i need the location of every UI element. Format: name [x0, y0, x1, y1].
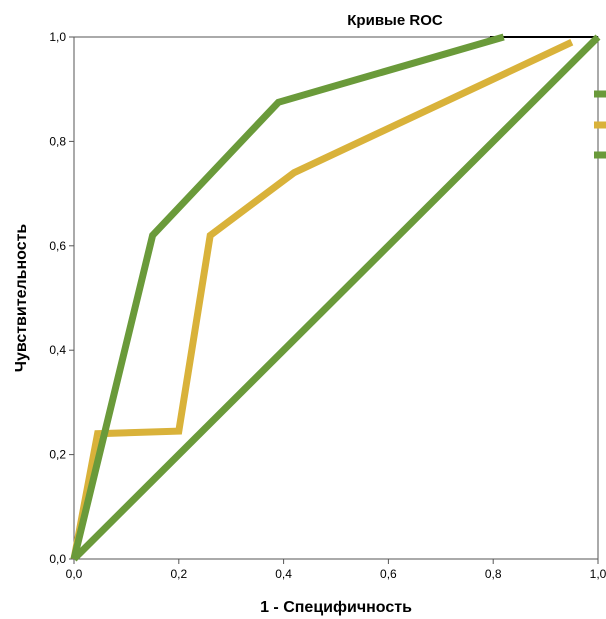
series-line-3: [71, 34, 601, 562]
chart-title: Кривые ROC: [347, 12, 443, 29]
x-tick-label: 0,4: [275, 567, 292, 581]
series-layer: [70, 33, 601, 562]
y-tick-label: 0,4: [49, 343, 66, 357]
series-line-1: [70, 39, 574, 560]
y-tick-label: 0,8: [49, 134, 66, 148]
x-tick-label: 0,6: [380, 567, 397, 581]
plot-frame: [73, 36, 599, 560]
x-tick-label: 0,8: [485, 567, 502, 581]
y-tick-label: 1,0: [49, 30, 66, 44]
y-tick-label: 0,2: [49, 448, 66, 462]
y-tick-label: 0,0: [49, 552, 66, 566]
x-tick-label: 0,0: [66, 567, 83, 581]
plot-area: [73, 36, 599, 560]
x-tick-label: 0,2: [170, 567, 187, 581]
x-axis-ticks: 0,0 0,2 0,4 0,6 0,8 1,0: [66, 559, 606, 581]
legend: [594, 90, 606, 159]
x-axis-label: 1 - Специфичность: [260, 599, 412, 616]
y-axis-ticks: 0,0 0,2 0,4 0,6 0,8 1,0: [49, 30, 74, 566]
y-axis-label: Чувствительность: [13, 224, 30, 373]
series-line-2: [70, 33, 505, 560]
x-tick-label: 1,0: [590, 567, 606, 581]
y-tick-label: 0,6: [49, 239, 66, 253]
